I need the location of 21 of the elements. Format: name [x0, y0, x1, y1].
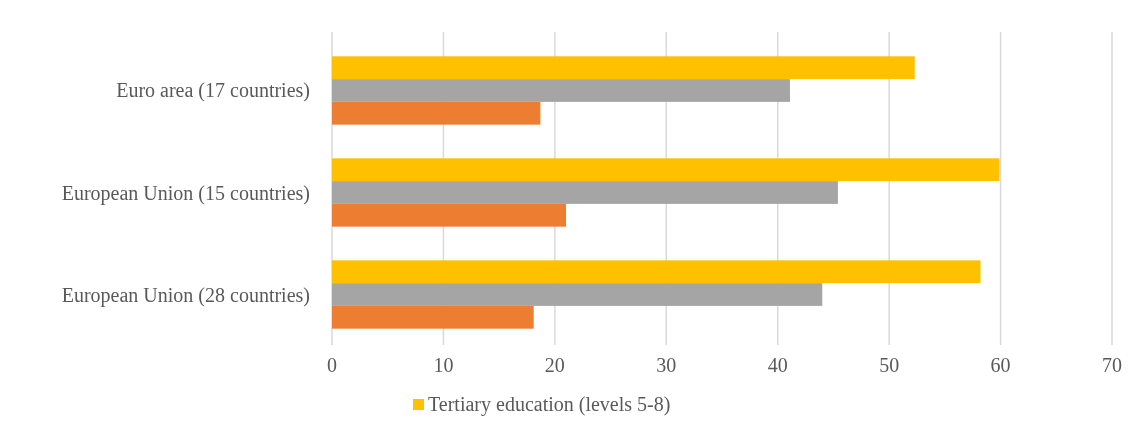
- y-tick-label: European Union (28 countries): [61, 283, 310, 307]
- bar: [332, 305, 534, 329]
- y-tick-label: Euro area (17 countries): [116, 79, 310, 103]
- x-tick-label: 40: [767, 354, 788, 376]
- y-tick-label: European Union (15 countries): [61, 181, 310, 205]
- x-tick-label: 50: [879, 354, 900, 376]
- bar: [332, 79, 790, 102]
- bar: [332, 260, 981, 284]
- bar: [332, 101, 541, 125]
- x-tick-label: 20: [544, 354, 565, 376]
- bar: [332, 158, 1000, 182]
- bar: [332, 203, 566, 227]
- x-tick-label: 10: [433, 354, 454, 376]
- x-tick-label: 60: [990, 354, 1011, 376]
- legend-label: Tertiary education (levels 5-8): [428, 393, 671, 416]
- x-tick-label: 30: [656, 354, 677, 376]
- x-tick-label: 70: [1102, 354, 1122, 376]
- bar: [332, 181, 838, 204]
- x-tick-label: 0: [327, 354, 337, 376]
- bar: [332, 56, 915, 80]
- bar: [332, 283, 823, 306]
